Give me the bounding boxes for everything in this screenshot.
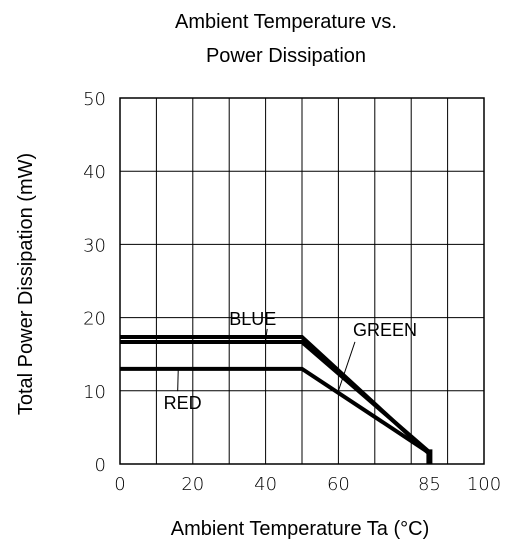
y-tick-label-10: 10	[83, 382, 106, 403]
series-label-red: RED	[164, 393, 202, 413]
y-axis-ticks: 0 10 20 30 40 50	[83, 89, 106, 476]
x-tick-label-40: 40	[254, 474, 277, 495]
x-tick-label-85: 85	[418, 474, 441, 495]
series-label-green: GREEN	[353, 320, 417, 340]
series-labels: BLUE GREEN RED	[164, 309, 417, 413]
y-tick-label-40: 40	[83, 162, 106, 183]
chart-title-line-1: Ambient Temperature vs.	[175, 11, 397, 33]
y-tick-label-20: 20	[83, 309, 106, 330]
x-tick-label-60: 60	[327, 474, 350, 495]
x-tick-label-100: 100	[467, 474, 501, 495]
y-tick-label-30: 30	[83, 235, 106, 256]
x-axis-title: Ambient Temperature Ta (°C)	[171, 518, 429, 540]
x-axis-ticks: 0 20 40 60 85 100	[114, 474, 501, 495]
x-tick-label-20: 20	[181, 474, 204, 495]
series-line-green	[120, 340, 432, 455]
leader-line-green	[337, 341, 356, 391]
plot-frame	[119, 97, 485, 465]
y-axis-title: Total Power Dissipation (mW)	[15, 153, 37, 415]
series-label-blue: BLUE	[229, 309, 276, 329]
grid-lines	[119, 97, 485, 465]
leader-line-red	[177, 369, 179, 392]
x-tick-label-0: 0	[114, 474, 125, 495]
y-tick-label-50: 50	[83, 89, 106, 110]
y-tick-label-0: 0	[95, 455, 106, 476]
leader-line-blue	[265, 328, 268, 341]
series-line-red	[120, 366, 431, 455]
chart-title: Ambient Temperature vs. Power Dissipatio…	[175, 11, 397, 67]
chart-title-line-2: Power Dissipation	[206, 45, 366, 67]
series-layer	[120, 335, 432, 455]
